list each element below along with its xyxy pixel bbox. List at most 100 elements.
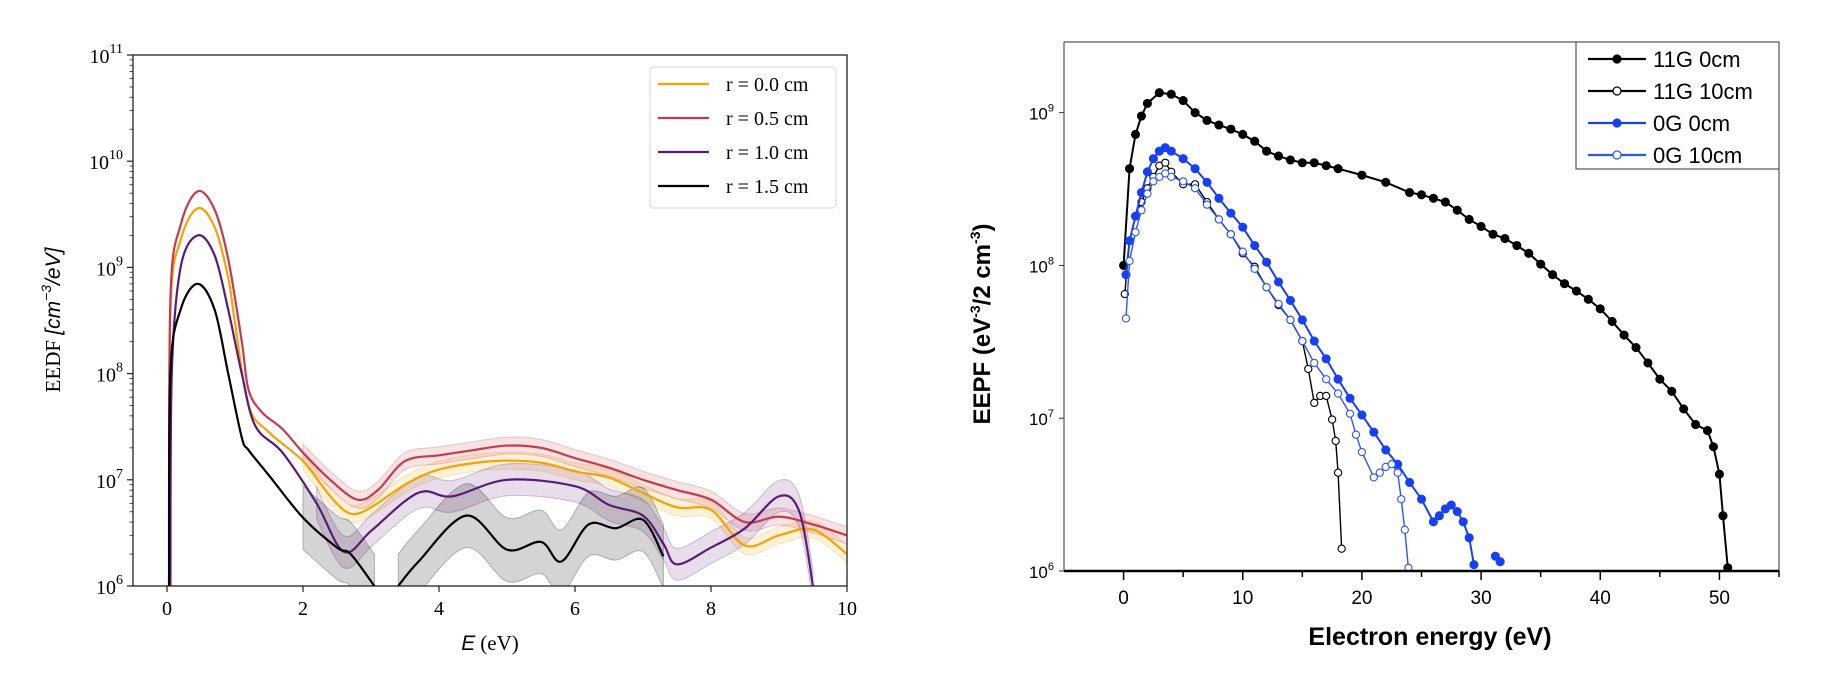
series-lines [1119, 88, 1733, 571]
data-point [1476, 221, 1486, 231]
y-tick-label: 109 [96, 254, 123, 280]
data-point [1351, 430, 1361, 439]
legend-label: r = 0.5 cm [726, 108, 809, 130]
data-point [1130, 129, 1141, 139]
data-point [1226, 124, 1236, 134]
data-point [1120, 289, 1129, 299]
data-point [1469, 560, 1479, 570]
data-point [1369, 473, 1378, 482]
series-2 [1121, 143, 1505, 570]
y-tick-label: 1010 [89, 148, 123, 174]
data-point [1142, 98, 1152, 108]
y-tick-label: 1011 [90, 42, 123, 68]
data-point [1495, 557, 1505, 567]
series-line [167, 282, 376, 586]
legend-marker [1612, 86, 1622, 96]
data-point [1331, 436, 1340, 446]
x-axis-label: Electron energy (eV) [1308, 623, 1551, 651]
data-point [1322, 391, 1331, 401]
data-point [1298, 336, 1307, 346]
data-point [1559, 279, 1570, 289]
x-tick-label: 10 [837, 598, 857, 620]
data-point [1400, 525, 1409, 534]
data-point [1214, 193, 1224, 203]
y-tick-label: 109 [1029, 103, 1054, 124]
series-line [1124, 161, 1343, 549]
data-point [1428, 193, 1438, 203]
data-point [1357, 170, 1367, 180]
data-point [1238, 247, 1247, 256]
data-point [1524, 248, 1534, 258]
data-point [1124, 236, 1135, 246]
data-point [1405, 187, 1415, 198]
data-point [1130, 211, 1141, 221]
data-point [1137, 206, 1146, 215]
data-point [1166, 146, 1176, 156]
data-point [1190, 108, 1200, 118]
y-tick-label: 107 [96, 467, 123, 493]
data-point [1202, 200, 1212, 209]
data-point [1179, 177, 1188, 186]
data-point [1238, 129, 1248, 139]
y-tick-label: 108 [1029, 255, 1054, 276]
data-point [1202, 115, 1212, 125]
series-1 [1120, 158, 1346, 553]
data-point [1154, 88, 1164, 98]
series-line [397, 514, 665, 586]
data-point [1500, 233, 1510, 244]
y-tick-label: 107 [1029, 408, 1054, 429]
data-point [1357, 410, 1367, 420]
data-point [1404, 563, 1413, 571]
data-point [1333, 374, 1343, 384]
legend-label: r = 1.0 cm [726, 142, 809, 164]
data-point [1512, 240, 1522, 251]
y-tick-label: 108 [96, 361, 123, 387]
data-point [1297, 315, 1307, 325]
series-3 [1121, 169, 1413, 571]
data-point [1297, 158, 1307, 168]
data-point [1124, 164, 1135, 174]
data-point [1607, 316, 1617, 326]
legend: r = 0.0 cm r = 0.5 cm r = 1.0 cm r = 1.5 cm [649, 66, 837, 209]
data-point [1273, 151, 1284, 161]
data-point [1428, 517, 1438, 527]
data-point [1643, 358, 1653, 368]
data-point [1345, 409, 1355, 418]
data-point [1571, 286, 1581, 296]
data-point [1262, 257, 1272, 267]
data-point [1464, 533, 1474, 543]
data-point [1679, 404, 1689, 414]
y-axis-label: EEPF (eV-3/2 cm-3) [967, 224, 996, 425]
data-point [1583, 294, 1593, 304]
data-point [1226, 208, 1236, 218]
series-line [167, 206, 847, 586]
data-point [1595, 304, 1605, 314]
data-point [1333, 468, 1343, 477]
data-point [1190, 164, 1200, 174]
data-point [1345, 393, 1355, 403]
data-point [1548, 270, 1558, 280]
data-point [1250, 240, 1260, 251]
data-point [1178, 154, 1188, 164]
legend-label: 0G 10cm [1653, 143, 1742, 168]
legend-marker [1612, 54, 1622, 64]
data-point [1416, 494, 1427, 504]
data-point [1262, 283, 1271, 292]
x-tick-label: 8 [706, 598, 716, 620]
legend-label: 11G 0cm [1653, 47, 1741, 72]
data-point [1166, 89, 1176, 99]
data-point [1285, 295, 1295, 305]
y-tick-label: 106 [1029, 561, 1054, 582]
series-lines [167, 189, 847, 586]
x-tick-label: 0 [162, 598, 172, 620]
data-point [1226, 230, 1235, 239]
data-point [1250, 264, 1259, 273]
legend: 11G 0cm 11G 10cm 0G 0cm 0G 10cm [1575, 41, 1780, 170]
data-point [1440, 197, 1450, 207]
data-point [1381, 177, 1391, 187]
axis-ticks: 0 2 4 6 8 10 106 107 108 109 1010 1011 [89, 42, 857, 620]
data-point [1333, 164, 1343, 174]
data-point [1131, 228, 1140, 237]
data-point [1149, 177, 1158, 186]
